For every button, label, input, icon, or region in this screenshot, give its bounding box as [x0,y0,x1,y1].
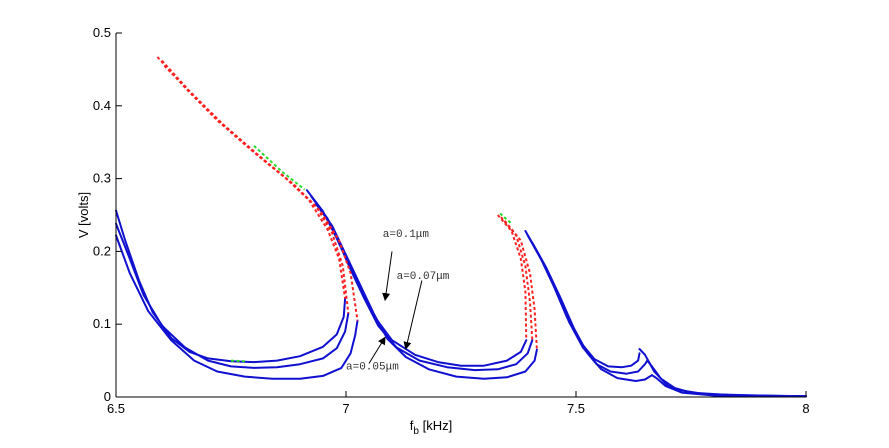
stable-branch-0-3 [638,348,807,398]
stable-branch-0-0 [115,209,347,364]
unstable-branch-2-0 [163,65,359,321]
green-branch-2 [230,359,245,363]
y-axis-label: V [volts] [76,192,91,238]
y-tick-label-3: 0.3 [93,171,111,186]
stable-branch-2-2 [531,241,653,382]
unstable-branch-2-1 [503,220,538,350]
unstable-branch-0-0 [156,56,347,299]
x-axis-label: fb [kHz] [410,418,452,437]
green-branch-1 [499,212,513,225]
axes [115,33,806,398]
x-tick-label-0: 6.5 [107,401,125,416]
x-axis-label-subscript: b [413,426,419,437]
y-tick-label-0: 0 [104,389,111,404]
unstable-branch-0-1 [497,214,528,341]
annotation-arrow-2 [368,336,386,364]
stable-branch-1-0 [115,222,350,369]
x-tick-label-3: 8 [802,401,809,416]
unstable-branch-1-0 [161,60,350,314]
stable-branch-2-3 [650,374,807,398]
x-tick-label-2: 7.5 [567,401,585,416]
green-branch-0 [253,145,306,191]
unstable-branch-1-1 [500,216,534,341]
y-tick-label-1: 0.1 [93,316,111,331]
y-tick-label-4: 0.4 [93,98,111,113]
x-tick-label-1: 7 [342,401,349,416]
ticks: 6.5 7 7.5 8 0 0.1 0.2 0.3 0.4 0.5 [93,25,810,416]
annotation-arrow-1 [403,280,423,350]
stable-branch-1-3 [646,359,807,398]
y-tick-label-5: 0.5 [93,25,111,40]
annotation-label-1: a=0.07μm [397,271,450,283]
x-axis-label-unit: [kHz] [419,418,452,433]
y-tick-label-2: 0.2 [93,243,111,258]
annotation-label-0: a=0.1μm [383,229,430,241]
annotation-label-2: a=0.05μm [346,361,399,373]
annotations: a=0.1μm a=0.07μm a=0.05μm [346,229,450,373]
stable-branch-2-0 [115,234,359,380]
annotation-arrow-0 [382,251,393,302]
stable-branch-1-1 [310,195,534,372]
plot-area [115,56,807,398]
stable-branch-2-1 [315,203,538,380]
